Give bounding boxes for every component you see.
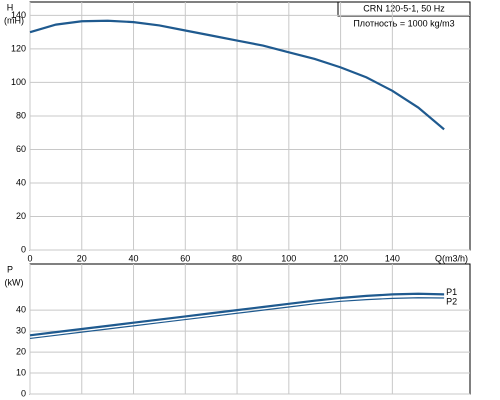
x-axis-label: Q(m3/h) (435, 253, 468, 263)
chart-title: CRN 120-5-1, 50 Hz (363, 3, 445, 13)
y-tick-label: 10 (16, 367, 26, 377)
x-tick-label: 100 (281, 253, 296, 263)
x-tick-label: 40 (129, 253, 139, 263)
y-tick-label: 20 (16, 211, 26, 221)
y-tick-label: 40 (16, 177, 26, 187)
chart-subtitle: Плотность = 1000 kg/m3 (353, 18, 454, 28)
y-tick-label: 0 (21, 244, 26, 254)
x-tick-label: 140 (385, 253, 400, 263)
plot-area (29, 263, 471, 395)
y-tick-label: 80 (16, 110, 26, 120)
y-axis-label: H (7, 2, 14, 12)
y-axis-label: P (7, 264, 13, 274)
y-tick-label: 20 (16, 346, 26, 356)
y-axis-unit: (kW) (5, 277, 24, 287)
y-tick-label: 60 (16, 144, 26, 154)
data-line (29, 19, 445, 131)
data-line (29, 292, 445, 337)
y-tick-label: 100 (11, 77, 26, 87)
plot-area (29, 1, 471, 251)
x-tick-label: 0 (27, 253, 32, 263)
x-tick-label: 60 (180, 253, 190, 263)
y-axis-unit: (mH) (4, 15, 24, 25)
y-tick-label: 140 (11, 10, 26, 20)
x-tick-label: 120 (333, 253, 348, 263)
series-label: P1 (446, 287, 457, 297)
x-tick-label: 20 (77, 253, 87, 263)
y-tick-label: 30 (16, 325, 26, 335)
y-tick-label: 0 (21, 388, 26, 398)
data-line (29, 297, 445, 340)
x-tick-label: 80 (232, 253, 242, 263)
y-tick-label: 40 (16, 305, 26, 315)
title-box (337, 1, 471, 17)
series-label: P2 (446, 296, 457, 306)
y-tick-label: 120 (11, 43, 26, 53)
